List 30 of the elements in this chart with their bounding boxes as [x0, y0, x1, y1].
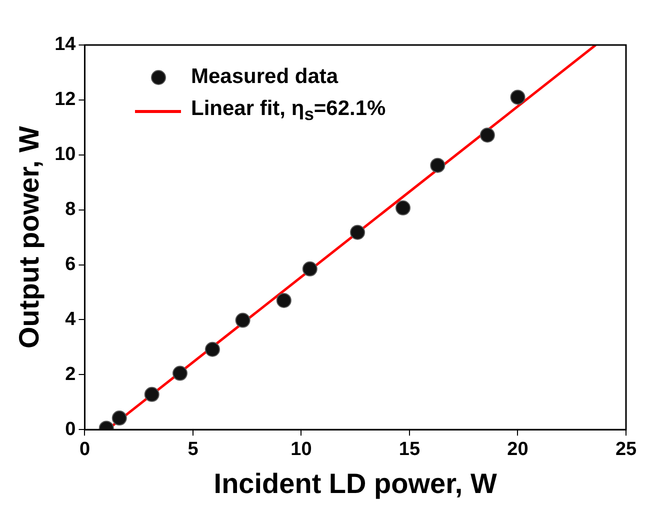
y-tick-label: 6 — [65, 254, 76, 276]
x-tick-label: 0 — [79, 439, 90, 460]
point — [396, 200, 410, 216]
point — [302, 261, 318, 276]
x-tick-label: 15 — [398, 439, 420, 460]
point — [144, 386, 160, 402]
y-tick-label: 4 — [65, 308, 76, 330]
x-tick-label: 10 — [290, 439, 312, 460]
point — [235, 312, 250, 328]
x-tick-label: 25 — [615, 439, 637, 460]
x-axis-title: Incident LD power, W — [214, 468, 498, 499]
point — [350, 224, 366, 240]
point — [172, 366, 188, 381]
point — [510, 90, 526, 105]
x-tick-label: 20 — [507, 439, 528, 460]
legend-label: Linear fit, η$_{s}$=62.1% — [191, 96, 386, 126]
y-tick-label: 12 — [54, 89, 76, 110]
point — [276, 292, 292, 308]
y-tick-label: 10 — [54, 144, 76, 166]
point — [480, 128, 495, 143]
y-tick-label: 0 — [65, 418, 76, 440]
y-tick-label: 14 — [54, 34, 76, 56]
x-tick-label: 5 — [188, 439, 199, 460]
point — [204, 342, 220, 357]
y-tick-label: 8 — [65, 199, 76, 220]
point — [112, 410, 127, 426]
y-tick-label: 2 — [65, 364, 76, 385]
legend-label: Measured data — [191, 65, 338, 89]
y-axis-title: Output power, W — [14, 126, 45, 349]
point — [430, 158, 446, 173]
